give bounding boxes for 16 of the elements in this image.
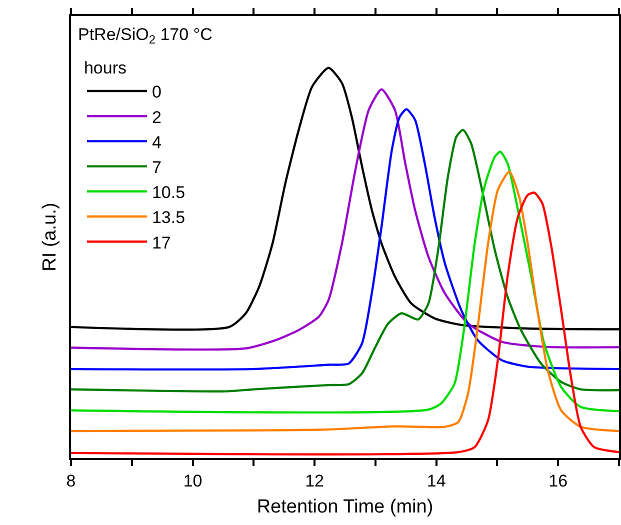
y-axis-title: RI (a.u.) bbox=[39, 202, 60, 272]
x-tick-label: 8 bbox=[66, 471, 76, 490]
x-tick-label: 10 bbox=[183, 471, 202, 490]
x-tick-label: 16 bbox=[548, 471, 568, 490]
legend-title: hours bbox=[84, 58, 126, 78]
legend-label: 7 bbox=[152, 158, 162, 177]
legend-label: 2 bbox=[152, 108, 162, 127]
legend-label: 0 bbox=[152, 82, 162, 102]
legend-label: 10.5 bbox=[152, 183, 186, 202]
x-axis-title: Retention Time (min) bbox=[256, 496, 434, 518]
legend-label: 17 bbox=[152, 233, 171, 252]
x-tick-label: 14 bbox=[426, 471, 446, 490]
legend-label: 13.5 bbox=[152, 208, 186, 228]
text: PtRe/SiO$_{2}$ 170 °C bbox=[78, 25, 212, 47]
x-tick-label: 12 bbox=[305, 471, 324, 490]
legend-label: 4 bbox=[152, 132, 162, 152]
